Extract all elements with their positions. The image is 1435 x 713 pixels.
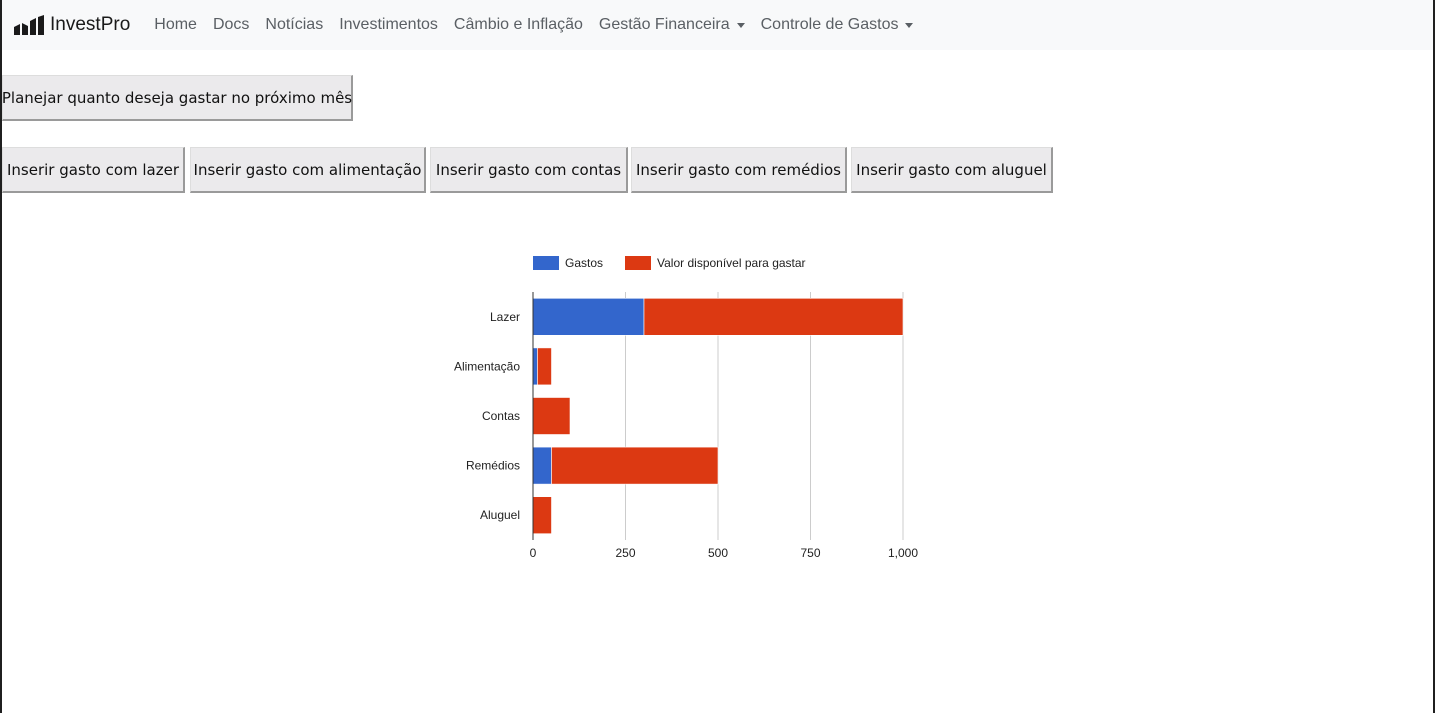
x-tick-label: 500 [708,546,728,560]
caret-down-icon [736,22,745,28]
nav-docs-label: Docs [212,16,250,33]
bar-disponivel [532,496,552,535]
add-remedios-expense-button[interactable]: Inserir gasto com remédios [631,147,847,193]
x-tick-label: 250 [615,546,635,560]
bar-disponivel [537,347,552,386]
add-contas-expense-button[interactable]: Inserir gasto com contas [430,147,628,193]
nav-docs[interactable]: Docs [205,16,257,34]
nav-noticias-label: Notícias [265,16,324,33]
legend-swatch-gastos [533,256,559,270]
nav-home-label: Home [154,16,197,33]
nav-controle-gastos-label: Controle de Gastos [760,16,899,33]
bar-chart-logo-icon [14,15,44,35]
add-lazer-expense-button[interactable]: Inserir gasto com lazer [2,147,185,193]
category-label: Aluguel [480,508,520,522]
bar-disponivel [532,397,571,435]
nav-cambio-inflacao[interactable]: Câmbio e Inflação [446,16,591,34]
brand[interactable]: InvestPro [14,14,130,36]
add-aluguel-expense-button[interactable]: Inserir gasto com aluguel [851,147,1053,193]
category-label: Lazer [490,310,520,324]
category-label: Contas [482,409,520,423]
window-edge-right [1433,0,1435,713]
window-edge-left [0,0,2,713]
nav-cambio-inflacao-label: Câmbio e Inflação [453,16,583,33]
x-tick-label: 750 [800,546,820,560]
legend-swatch-disponivel [625,256,652,270]
bar-disponivel [551,446,719,485]
nav-investimentos[interactable]: Investimentos [331,16,446,34]
x-tick-label: 1,000 [888,546,918,560]
nav-gestao-financeira-label: Gestão Financeira [598,16,730,33]
bar-gastos [532,297,645,336]
plan-budget-button[interactable]: Planejar quanto deseja gastar no próximo… [2,75,353,121]
nav-gestao-financeira-dropdown[interactable]: Gestão Financeira [591,16,753,34]
brand-name: InvestPro [50,14,131,35]
chart-legend: Gastos Valor disponível para gastar [533,256,828,270]
category-label: Remédios [466,459,520,473]
nav-home[interactable]: Home [146,16,205,34]
bar-gastos [532,347,538,386]
nav-investimentos-label: Investimentos [339,16,438,33]
x-tick-label: 0 [530,546,537,560]
legend-item-disponivel: Valor disponível para gastar [625,256,806,270]
legend-item-gastos: Gastos [533,256,603,270]
navbar: InvestPro Home Docs Notícias Investiment… [2,0,1433,50]
category-label: Alimentação [454,359,520,373]
legend-label-disponivel: Valor disponível para gastar [657,256,806,270]
caret-down-icon [905,22,914,28]
legend-label-gastos: Gastos [565,256,604,270]
nav-controle-gastos-dropdown[interactable]: Controle de Gastos [753,16,922,34]
nav-noticias[interactable]: Notícias [257,16,331,34]
bar-disponivel [643,297,904,336]
add-alimentacao-expense-button[interactable]: Inserir gasto com alimentação [190,147,426,193]
bar-gastos [532,446,552,485]
nav-links: Home Docs Notícias Investimentos Câmbio … [146,16,921,34]
